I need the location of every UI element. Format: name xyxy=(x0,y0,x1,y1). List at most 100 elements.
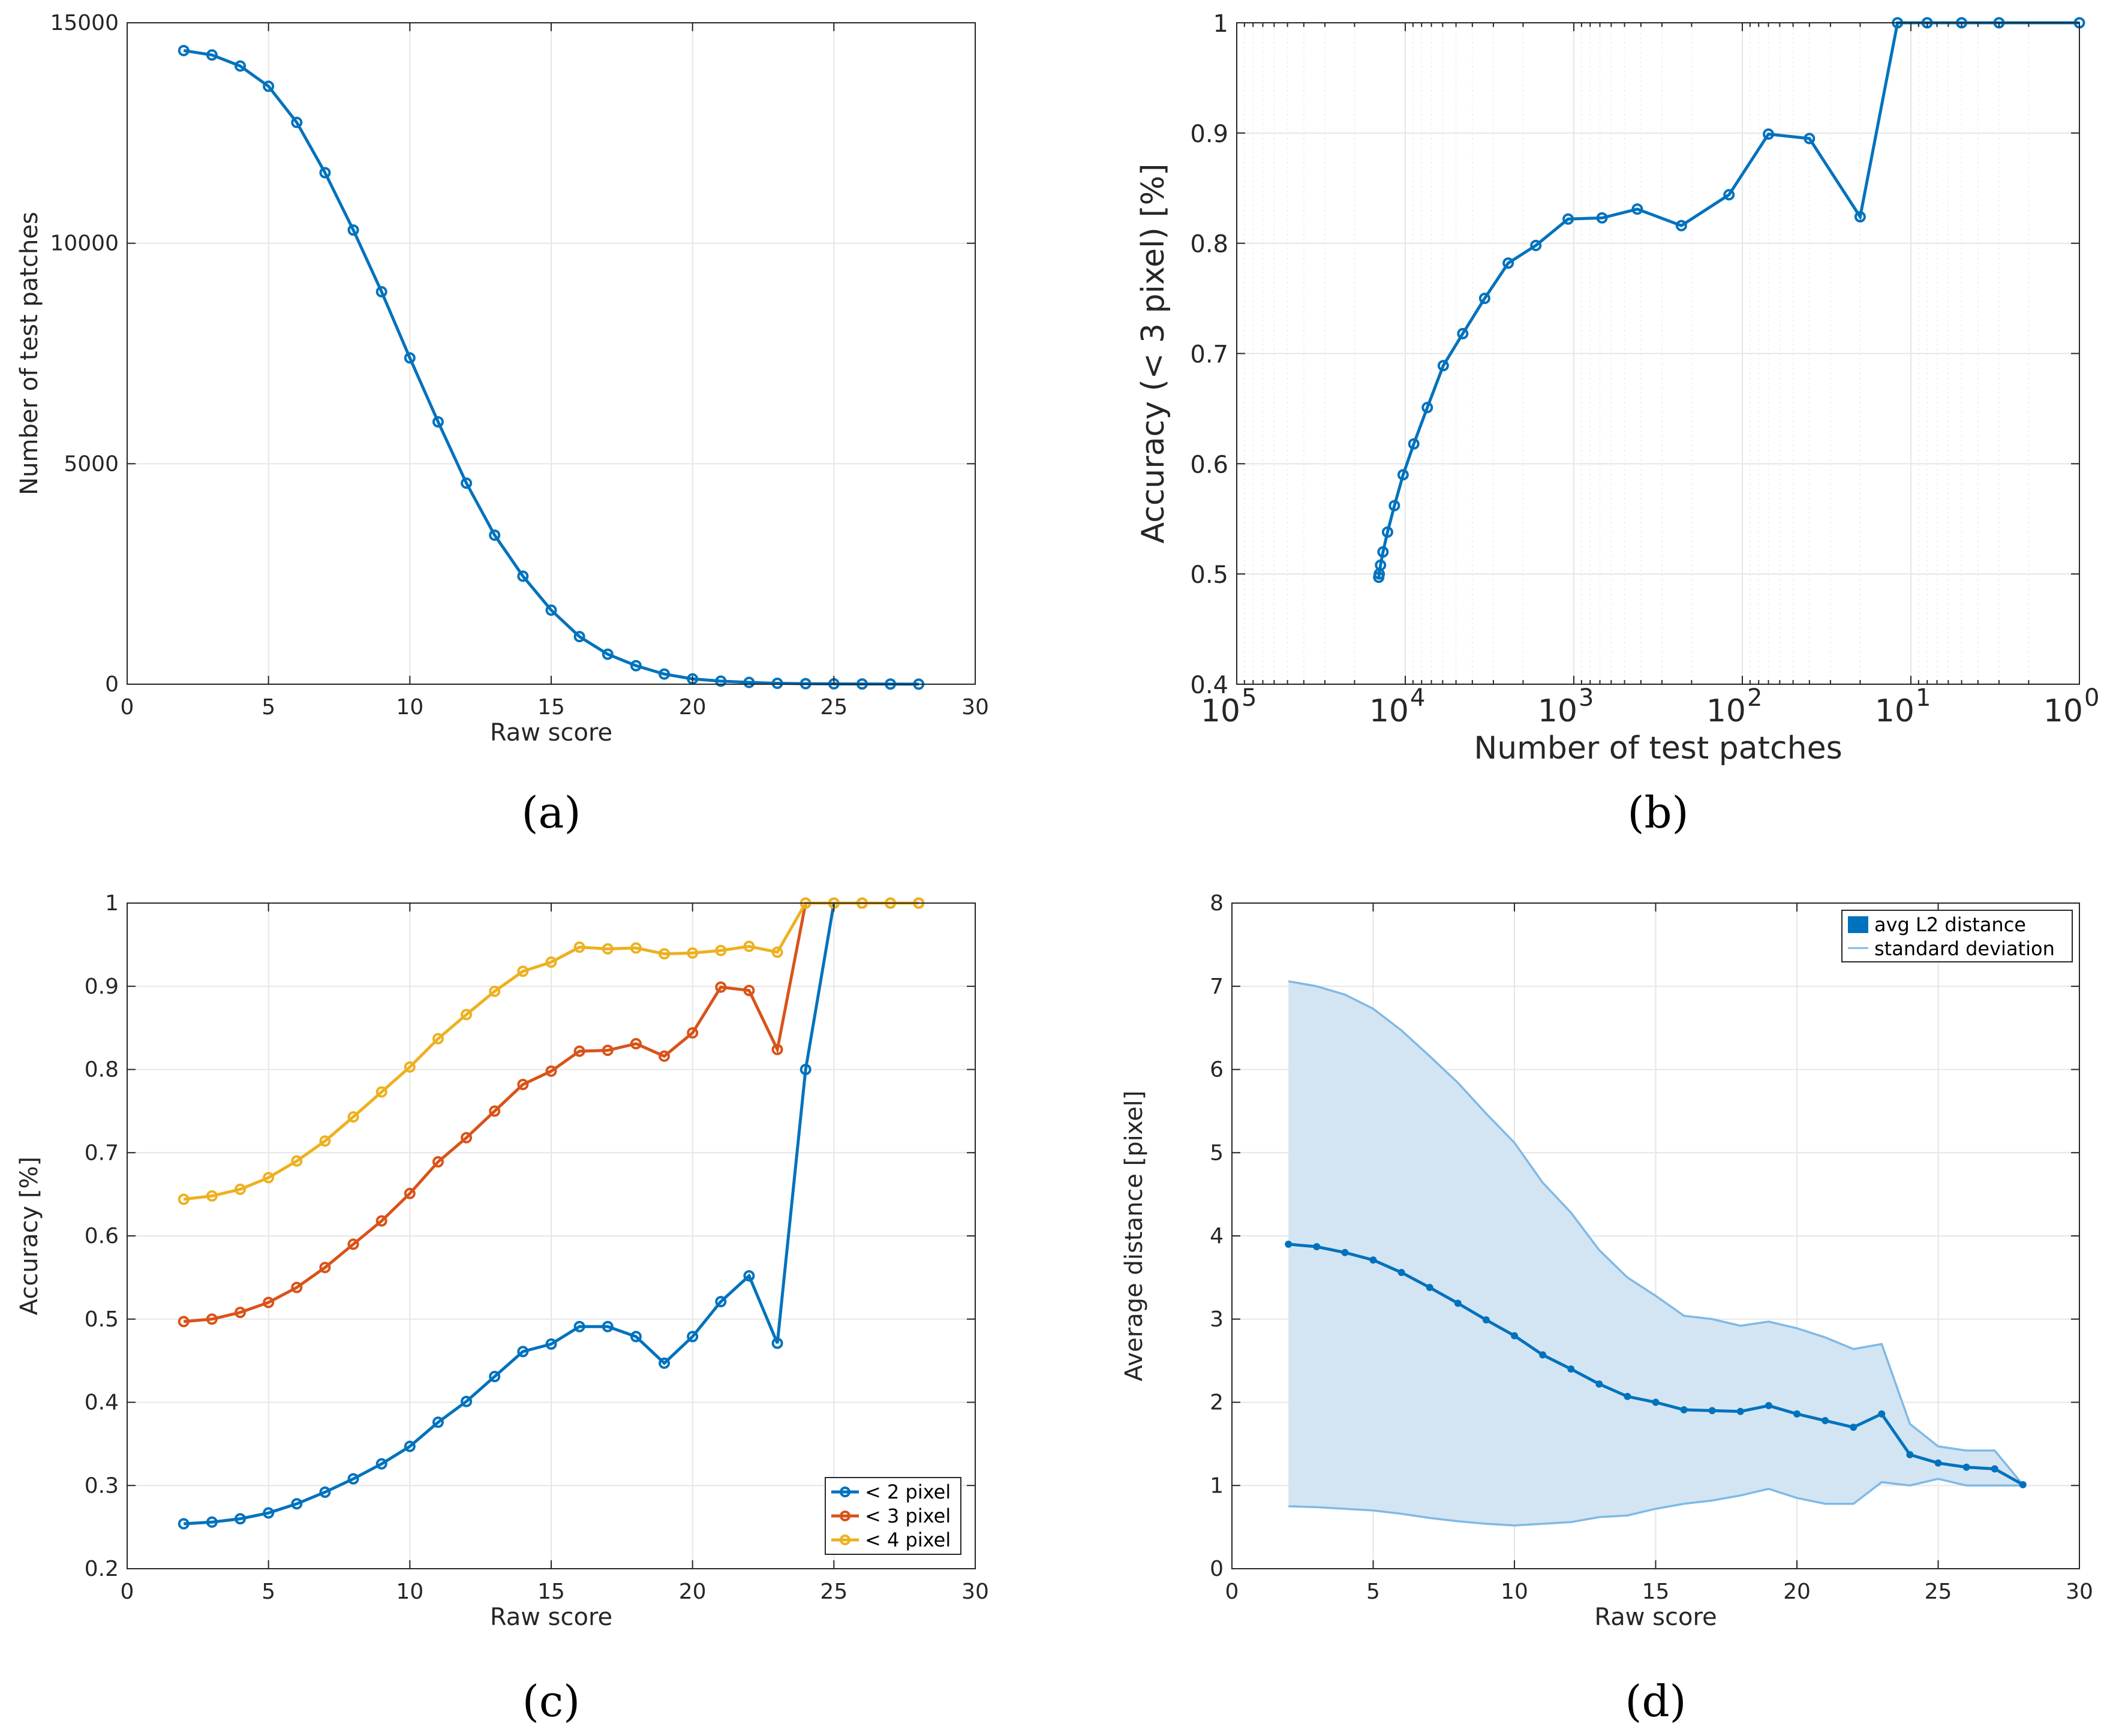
data-point xyxy=(235,60,247,72)
data-point xyxy=(291,1498,303,1510)
y-tick-label: 4 xyxy=(1210,1224,1224,1248)
panel-a: 0 5000 10000 15000 0 5 10 15 20 25 30 Raw score Numb… xyxy=(16,11,989,838)
y-tick-label: 6 xyxy=(1210,1058,1224,1082)
avg-point xyxy=(1736,1407,1744,1415)
avg-point xyxy=(1313,1243,1321,1251)
data-point xyxy=(178,1316,190,1328)
data-point xyxy=(517,1346,529,1358)
data-point xyxy=(206,1313,218,1325)
panel-d: 0 1 2 3 4 5 6 7 8 0 5 10 15 20 25 30 Raw score Average di… xyxy=(1120,891,2093,1726)
data-point xyxy=(347,1238,359,1250)
data-point xyxy=(1437,360,1449,372)
data-point xyxy=(263,1296,275,1308)
x-tick-label: 10 1 xyxy=(1875,684,1931,729)
data-point xyxy=(178,1518,190,1530)
data-point xyxy=(687,1027,699,1039)
data-point xyxy=(517,965,529,977)
data-point xyxy=(319,167,331,179)
x-tick-label: 20 xyxy=(679,1579,707,1604)
data-point xyxy=(659,1050,671,1062)
data-point xyxy=(573,631,585,643)
y-tick-label: 0.4 xyxy=(1190,672,1228,699)
data-point xyxy=(404,1187,416,1199)
y-tick-label: 0.6 xyxy=(1190,451,1228,479)
data-point xyxy=(432,1033,444,1045)
avg-point xyxy=(1850,1424,1857,1431)
x-tick-label: 20 xyxy=(679,695,707,720)
data-point xyxy=(347,1473,359,1485)
x-tick-label: 10 xyxy=(1501,1579,1528,1604)
y-tick-label: 0.7 xyxy=(1190,341,1228,369)
avg-point xyxy=(1708,1407,1716,1415)
data-point xyxy=(602,1320,614,1332)
avg-point xyxy=(1878,1410,1886,1418)
data-point xyxy=(799,1064,811,1075)
data-point xyxy=(178,44,190,56)
y-axis-label: Average distance [pixel] xyxy=(1120,1090,1148,1381)
data-point xyxy=(1478,293,1490,305)
data-point xyxy=(489,985,501,997)
tick-marks xyxy=(1231,902,2080,1569)
data-point xyxy=(291,1155,303,1167)
data-point xyxy=(319,1262,331,1274)
data-point xyxy=(659,668,671,680)
x-tick-label: 15 xyxy=(537,1579,565,1604)
data-point xyxy=(659,1357,671,1369)
data-point xyxy=(517,1078,529,1090)
data-point xyxy=(375,286,387,298)
data-point xyxy=(771,678,783,690)
x-tick-base: 10 xyxy=(2043,693,2083,729)
avg-point xyxy=(1652,1398,1660,1406)
avg-point xyxy=(1991,1465,1998,1473)
data-point xyxy=(263,1172,275,1184)
series-line xyxy=(183,49,919,686)
x-tick-base: 10 xyxy=(1369,693,1409,729)
x-tick-label: 0 xyxy=(121,695,134,720)
avg-point xyxy=(1793,1410,1801,1418)
std-lower-line xyxy=(1288,1478,2023,1527)
data-point xyxy=(206,1516,218,1528)
y-tick-label: 0.4 xyxy=(85,1391,119,1415)
series-line xyxy=(184,901,919,1323)
x-tick-label: 10 0 xyxy=(2043,684,2100,729)
data-point xyxy=(743,985,755,997)
legend-box xyxy=(1841,910,2073,962)
y-tick-label: 0 xyxy=(105,672,119,697)
y-tick-label: 5 xyxy=(1210,1141,1224,1165)
data-point xyxy=(1397,469,1409,481)
y-tick-label: 3 xyxy=(1210,1307,1224,1332)
avg-point xyxy=(1906,1451,1914,1458)
panel-caption: (b) xyxy=(1627,787,1688,838)
series-line xyxy=(1377,21,2079,578)
x-tick-exponent: 3 xyxy=(1579,684,1594,712)
avg-point xyxy=(1822,1417,1829,1425)
data-point xyxy=(743,676,755,688)
tick-marks xyxy=(127,22,976,685)
data-point xyxy=(715,944,727,956)
y-tick-label: 5000 xyxy=(64,452,119,476)
data-point xyxy=(1631,203,1643,215)
data-point xyxy=(461,1132,473,1144)
data-point xyxy=(178,1193,190,1205)
x-tick-label: 10 xyxy=(396,1579,423,1604)
legend-label: < 2 pixel xyxy=(865,1481,951,1503)
avg-point xyxy=(1680,1406,1688,1413)
x-tick-label: 0 xyxy=(121,1579,134,1604)
x-tick-label: 15 xyxy=(537,695,565,720)
x-tick-label: 5 xyxy=(262,695,275,720)
y-axis-label: Accuracy (< 3 pixel) [%] xyxy=(1135,164,1171,544)
panel-caption: (d) xyxy=(1625,1676,1686,1726)
data-point xyxy=(1408,438,1420,450)
y-tick-label: 0.9 xyxy=(85,974,119,999)
y-tick-label: 0.6 xyxy=(85,1224,119,1248)
data-point xyxy=(235,1307,247,1319)
data-point xyxy=(489,529,501,541)
x-tick-label: 30 xyxy=(961,695,989,720)
x-tick-base: 10 xyxy=(1538,693,1577,729)
legend-label: standard deviation xyxy=(1874,937,2055,960)
avg-point xyxy=(2019,1481,2027,1488)
data-point xyxy=(687,947,699,959)
data-point xyxy=(1421,402,1433,414)
